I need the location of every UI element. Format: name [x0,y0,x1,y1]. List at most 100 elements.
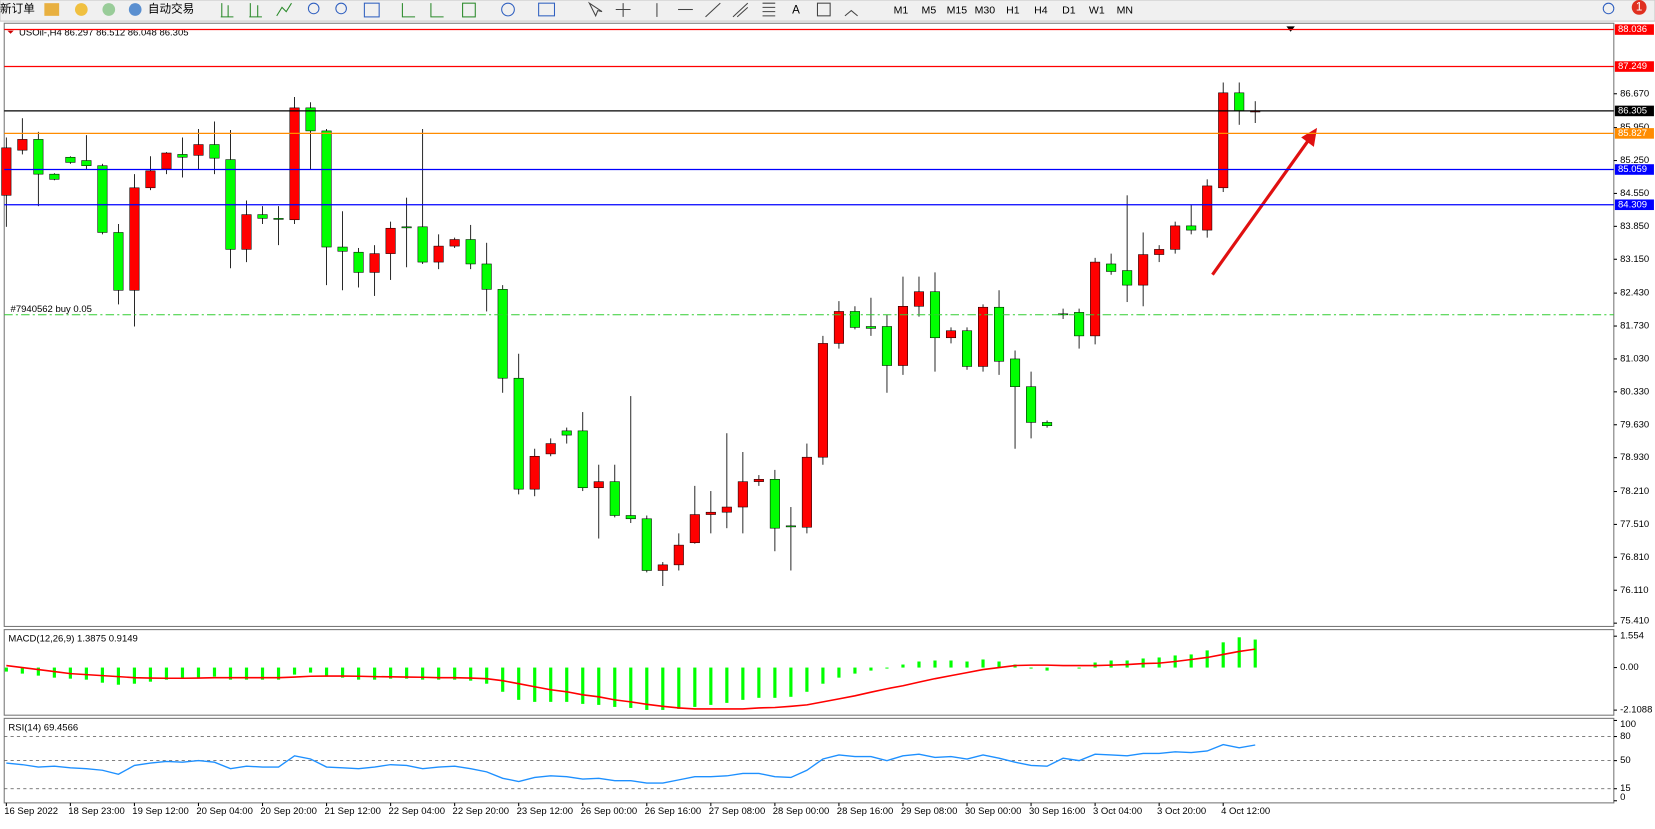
macd-bar [997,661,1001,668]
x-tick-label: 3 Oct 20:00 [1157,806,1206,817]
icon[interactable] [615,3,631,17]
icon[interactable] [74,3,88,16]
candle-body [641,518,652,571]
icon[interactable] [363,2,380,18]
x-tick-label: 26 Sep 16:00 [645,806,702,817]
macd-bar [1109,660,1113,668]
candle-body [209,144,220,159]
y-tick-label: 0.00 [1620,662,1638,673]
macd-bar [805,667,809,692]
candle-body [625,515,636,520]
new-order-button[interactable]: 新订单 [0,2,35,16]
icon[interactable] [44,3,60,16]
macd-bar [453,667,457,680]
macd-bar [773,667,777,698]
tool-icons [220,2,556,18]
icon[interactable] [816,2,831,17]
icon[interactable] [220,3,234,18]
icon[interactable] [128,3,142,16]
macd-bar [661,667,665,710]
candle-body [657,564,668,571]
macd-bar [677,667,681,709]
panel-marker [7,30,14,34]
price-tag [1614,24,1654,35]
macd-bar [180,667,185,679]
icon[interactable] [844,9,858,17]
timeframe-button[interactable]: H4 [1034,4,1048,16]
notification-badge[interactable] [1631,0,1647,15]
candle-body [241,214,252,250]
candle-body [529,455,540,490]
macd-bar [437,667,441,680]
candle-body [1,147,12,196]
macd-bar [725,667,729,703]
candle-body [1218,92,1229,189]
icon[interactable] [732,2,749,18]
icon[interactable] [501,2,515,17]
timeframe-button[interactable]: M30 [975,4,996,16]
y-tick-label: 1.554 [1620,631,1644,642]
icon[interactable] [276,2,292,17]
y-tick-label: 82.430 [1620,288,1649,299]
macd-bar [20,667,24,674]
icon[interactable] [462,2,476,18]
y-tick-label: 76.810 [1620,552,1649,563]
icon[interactable] [430,3,444,18]
x-tick-label: 27 Sep 08:00 [709,806,766,817]
text-tool[interactable]: A [792,4,800,17]
y-tick-label: 78.210 [1620,486,1649,497]
y-tick-label: 50 [1620,755,1631,766]
macd-bar [132,667,137,684]
timeframe-button[interactable]: M15 [947,4,968,16]
macd-bar [597,667,601,705]
timeframe-button[interactable]: W1 [1089,4,1105,16]
candle-body [994,306,1005,362]
macd-bar [469,667,473,681]
price-tag [1614,164,1654,175]
price-tag [1614,61,1654,72]
candle-body [1202,185,1213,231]
icon[interactable] [401,3,416,18]
candle-body [81,160,92,166]
icon[interactable] [587,1,603,18]
macd-bar [292,667,297,675]
macd-bar [260,667,265,680]
macd-bar [1253,639,1257,668]
candle-body [849,311,860,328]
macd-bar [949,660,953,668]
macd-bar [421,667,425,680]
x-tick-label: 18 Sep 23:00 [68,806,125,817]
price-tag [1614,105,1654,117]
timeframe-button[interactable]: H1 [1006,4,1020,16]
macd-panel [3,629,1615,716]
icon[interactable] [705,2,721,18]
macd-bar [324,667,329,677]
icon[interactable] [538,2,556,17]
macd-bar [837,667,841,678]
candle-body [129,187,140,291]
timeframe-button[interactable]: D1 [1062,4,1076,16]
icon[interactable] [102,3,116,16]
timeframe-button[interactable]: M5 [922,4,937,16]
main-panel [3,22,1615,627]
candle-body [449,239,460,247]
candle-body [962,330,973,367]
x-tick-label: 20 Sep 20:00 [260,806,317,817]
icon[interactable] [762,2,776,17]
icon[interactable] [335,2,347,15]
auto-trading-button[interactable]: 自动交易 [148,2,194,16]
timeframes: M1 M5 M15 M30 H1 H4 D1 W1 MN [894,4,1133,16]
candle-body [433,245,444,263]
candle-body [385,227,396,254]
timeframe-button[interactable]: MN [1117,4,1133,16]
price-tag-label: 86.305 [1618,105,1647,116]
macd-bar [340,667,345,678]
search-icon[interactable] [1602,2,1615,15]
icon[interactable] [249,3,262,18]
icon[interactable] [307,2,320,15]
timeframe-button[interactable]: M1 [894,4,909,16]
price-tag [1614,128,1654,139]
rsi-line [6,743,1256,784]
macd-bar [276,667,281,680]
macd-bar [228,667,233,680]
